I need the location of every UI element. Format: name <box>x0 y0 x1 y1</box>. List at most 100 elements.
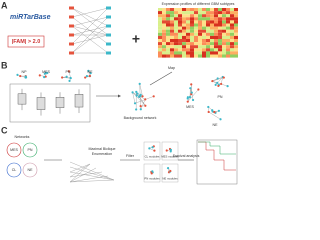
heatmap-cell <box>210 23 214 27</box>
result-networks: MES PN NE <box>186 75 229 127</box>
heatmap-cell <box>162 42 166 46</box>
node <box>69 24 74 28</box>
network-circle <box>6 162 22 178</box>
node <box>226 85 229 88</box>
heatmap-cell <box>226 48 230 52</box>
heatmap-cell <box>170 51 174 55</box>
heatmap-cell <box>194 54 198 58</box>
node <box>69 6 74 10</box>
heatmap-cell <box>226 45 230 49</box>
heatmap-cell <box>206 35 210 39</box>
heatmap-cell <box>226 35 230 39</box>
module-label: NE modules <box>162 177 178 181</box>
heatmap <box>158 8 238 58</box>
node <box>216 77 219 80</box>
network-circles: MES PN CL NE <box>6 142 38 178</box>
module-box <box>161 163 179 183</box>
heatmap-cell <box>214 17 218 21</box>
heatmap-cell <box>178 20 182 24</box>
heatmap-cell <box>234 26 238 30</box>
node <box>214 83 217 86</box>
heatmap-cell <box>194 39 198 43</box>
heatmap-cell <box>206 45 210 49</box>
node <box>150 172 153 175</box>
heatmap-cell <box>218 23 222 27</box>
heatmap-cell <box>174 35 178 39</box>
heatmap-cell <box>186 23 190 27</box>
heatmap-cell <box>198 11 202 15</box>
heatmap-cell <box>166 17 170 21</box>
heatmap-cell <box>166 48 170 52</box>
heatmap-cell <box>234 42 238 46</box>
heatmap-cell <box>190 20 194 24</box>
edge <box>187 89 199 102</box>
edge <box>69 163 91 178</box>
heatmap-cell <box>162 35 166 39</box>
heatmap-cell <box>166 20 170 24</box>
heatmap-cell <box>174 48 178 52</box>
heatmap-cell <box>214 35 218 39</box>
node <box>24 76 28 79</box>
edge <box>139 83 143 97</box>
survival-curve <box>198 141 236 171</box>
heatmap-cell <box>226 39 230 43</box>
plot-frame <box>9 83 91 123</box>
heatmap-cell <box>202 11 206 15</box>
heatmap-cell <box>186 48 190 52</box>
heatmap-cell <box>202 26 206 30</box>
heatmap-cell <box>162 54 166 58</box>
heatmap-cell <box>222 11 226 15</box>
heatmap-cell <box>214 8 218 12</box>
node <box>190 91 193 94</box>
node <box>106 33 111 37</box>
heatmap-cell <box>186 42 190 46</box>
heatmap-cell <box>166 26 170 30</box>
network-label: PN <box>28 148 33 152</box>
modules: CL modules MES modules PN modules NE module… <box>143 141 179 183</box>
heatmap-cell <box>222 39 226 43</box>
heatmap-cell <box>170 26 174 30</box>
heatmap-cell <box>234 23 238 27</box>
heatmap-cell <box>158 23 162 27</box>
heatmap-cell <box>190 39 194 43</box>
heatmap-cell <box>214 51 218 55</box>
heatmap-cell <box>218 54 222 58</box>
node <box>219 118 222 121</box>
heatmap-cell <box>210 17 214 21</box>
heatmap-cell <box>230 54 234 58</box>
heatmap-cell <box>158 35 162 39</box>
background-network <box>131 82 155 111</box>
node <box>89 71 92 75</box>
node <box>135 90 138 93</box>
heatmap-cell <box>166 32 170 36</box>
heatmap-cell <box>218 11 222 15</box>
node <box>220 82 223 86</box>
heatmap-cell <box>234 35 238 39</box>
heatmap-cell <box>162 29 166 33</box>
heatmap-cell <box>178 54 182 58</box>
heatmap-cell <box>202 32 206 36</box>
node <box>106 15 111 19</box>
node <box>44 71 47 74</box>
node <box>16 73 19 76</box>
node <box>166 166 170 170</box>
heatmap-cell <box>158 51 162 55</box>
node <box>216 81 219 84</box>
heatmap-cell <box>170 20 174 24</box>
heatmap-title: Expression profiles of different GBM sub… <box>162 2 235 6</box>
heatmap-cell <box>178 23 182 27</box>
biclique-graph <box>69 161 115 183</box>
heatmap-cell <box>166 54 170 58</box>
node <box>65 75 68 78</box>
edge <box>69 179 115 183</box>
heatmap-cell <box>158 48 162 52</box>
heatmap-cell <box>234 17 238 21</box>
boxplot <box>9 83 91 123</box>
heatmap-cell <box>198 23 202 27</box>
node <box>191 98 195 102</box>
heatmap-cell <box>202 17 206 21</box>
node <box>106 51 111 55</box>
heatmap-cell <box>190 17 194 21</box>
heatmap-cell <box>222 42 226 46</box>
heatmap-cell <box>230 23 234 27</box>
